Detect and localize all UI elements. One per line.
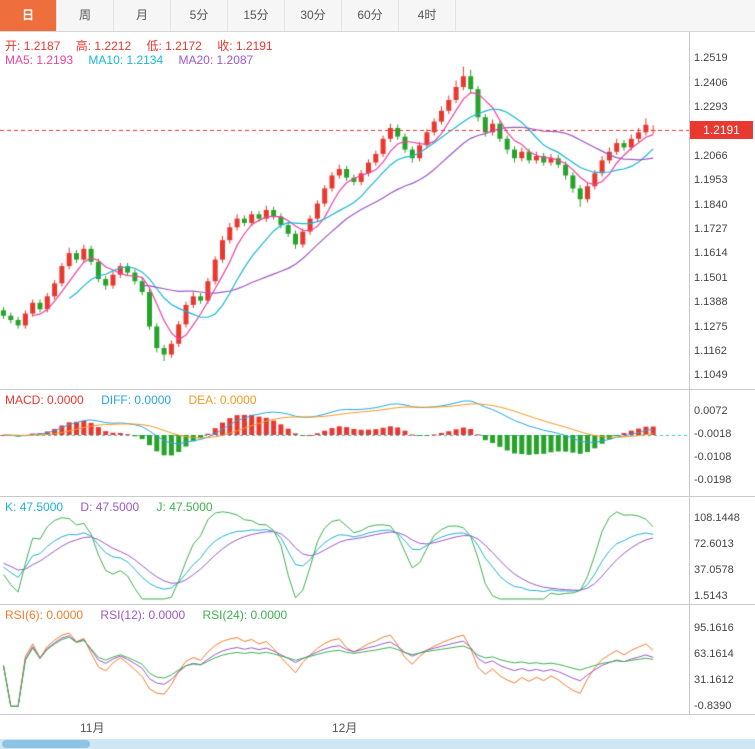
scrollbar-thumb[interactable] bbox=[2, 740, 90, 748]
current-price-tag: 1.2191 bbox=[690, 120, 753, 139]
x-axis-label: 11月 bbox=[80, 721, 105, 735]
ma20-label: MA20: bbox=[178, 53, 214, 67]
axis-tick-label: -0.0018 bbox=[694, 428, 732, 440]
dea-label: DEA: bbox=[188, 393, 217, 407]
main-chart-panel: 开: 1.2187 高: 1.2212 低: 1.2172 收: 1.2191 … bbox=[0, 32, 755, 390]
open-value: 1.2187 bbox=[23, 39, 61, 53]
dea-value: 0.0000 bbox=[219, 393, 257, 407]
axis-tick-label: 1.1840 bbox=[694, 198, 728, 211]
rsi6-value: 0.0000 bbox=[46, 608, 84, 622]
tab-hour4[interactable]: 4时 bbox=[399, 0, 456, 31]
macd-y-axis: 0.0072 -0.0018 -0.0108 -0.0198 bbox=[690, 390, 755, 496]
kdj-header: K: 47.5000 D: 47.5000 J: 47.5000 bbox=[5, 500, 227, 514]
tab-week[interactable]: 周 bbox=[57, 0, 114, 31]
diff-label: DIFF: bbox=[101, 393, 132, 407]
rsi24-value: 0.0000 bbox=[250, 608, 288, 622]
d-value: 47.5000 bbox=[95, 500, 140, 514]
macd-value: 0.0000 bbox=[47, 393, 84, 407]
close-label: 收: bbox=[217, 39, 233, 53]
axis-tick-label: 1.1727 bbox=[694, 223, 728, 236]
axis-tick-label: 1.1275 bbox=[694, 320, 728, 333]
open-label: 开: bbox=[5, 39, 21, 53]
axis-tick-label: 31.1612 bbox=[694, 674, 734, 686]
low-value: 1.2172 bbox=[165, 39, 202, 53]
k-value: 47.5000 bbox=[19, 500, 64, 514]
axis-tick-label: 1.1501 bbox=[694, 271, 728, 284]
tab-min30[interactable]: 30分 bbox=[285, 0, 342, 31]
tab-min15[interactable]: 15分 bbox=[228, 0, 285, 31]
rsi-y-axis: 95.1616 63.1614 31.1612 -0.8390 bbox=[690, 605, 755, 714]
bottom-scrollbar[interactable] bbox=[0, 739, 755, 749]
axis-tick-label: 1.2066 bbox=[694, 149, 728, 162]
timeframe-toolbar: 日周月 5分 15分 30分 60分 4时 bbox=[0, 0, 755, 32]
macd-label: MACD: bbox=[5, 393, 44, 407]
ma10-value: 1.2134 bbox=[126, 53, 164, 67]
j-label: J: bbox=[156, 500, 166, 514]
axis-tick-label: -0.8390 bbox=[694, 700, 732, 712]
low-label: 低: bbox=[146, 39, 162, 53]
diff-value: 0.0000 bbox=[134, 393, 172, 407]
candlestick-plot[interactable]: 开: 1.2187 高: 1.2212 低: 1.2172 收: 1.2191 … bbox=[0, 32, 690, 389]
axis-tick-label: 95.1616 bbox=[694, 622, 734, 634]
axis-tick-label: 1.2519 bbox=[694, 52, 728, 65]
axis-tick-label: -0.0108 bbox=[694, 451, 732, 463]
axis-tick-label: 1.1162 bbox=[694, 344, 727, 357]
macd-panel: MACD: 0.0000 DIFF: 0.0000 DEA: 0.0000 0.… bbox=[0, 390, 755, 497]
axis-tick-label: 108.1448 bbox=[694, 512, 740, 524]
high-label: 高: bbox=[75, 39, 92, 53]
axis-tick-label: 1.2406 bbox=[694, 76, 728, 89]
tab-min60[interactable]: 60分 bbox=[342, 0, 399, 31]
rsi12-value: 0.0000 bbox=[148, 608, 186, 622]
kdj-canvas bbox=[0, 497, 689, 603]
close-value: 1.2191 bbox=[235, 39, 273, 53]
axis-tick-label: 1.1049 bbox=[694, 369, 728, 382]
ma10-label: MA10: bbox=[88, 53, 124, 67]
rsi-panel: RSI(6): 0.0000 RSI(12): 0.0000 RSI(24): … bbox=[0, 605, 755, 715]
tab-day[interactable]: 日 bbox=[0, 0, 57, 31]
axis-tick-label: 72.6013 bbox=[694, 538, 734, 550]
candlestick-canvas bbox=[0, 32, 689, 388]
x-axis-label: 12月 bbox=[332, 721, 358, 735]
x-axis-row: 11月 12月 bbox=[0, 715, 755, 739]
axis-tick-label: 1.1953 bbox=[694, 174, 728, 187]
axis-tick-label: 1.1388 bbox=[694, 296, 728, 309]
macd-plot[interactable]: MACD: 0.0000 DIFF: 0.0000 DEA: 0.0000 bbox=[0, 390, 690, 496]
axis-tick-label: -0.0198 bbox=[694, 474, 732, 486]
rsi-header: RSI(6): 0.0000 RSI(12): 0.0000 RSI(24): … bbox=[5, 608, 301, 622]
kdj-y-axis: 108.1448 72.6013 37.0578 1.5143 bbox=[690, 497, 755, 604]
macd-header: MACD: 0.0000 DIFF: 0.0000 DEA: 0.0000 bbox=[5, 393, 271, 407]
rsi24-label: RSI(24): bbox=[202, 608, 248, 622]
main-y-axis: 1.2191 1.2519 1.2406 1.2293 1.2066 1.1953 1.1… bbox=[690, 32, 755, 389]
axis-tick-label: 1.1614 bbox=[694, 247, 728, 260]
tab-min5[interactable]: 5分 bbox=[171, 0, 228, 31]
ma20-value: 1.2087 bbox=[216, 53, 254, 67]
axis-tick-label: 1.5143 bbox=[694, 590, 728, 602]
ma-row: MA5: 1.2193 MA10: 1.2134 MA20: 1.2087 bbox=[5, 53, 265, 67]
rsi6-label: RSI(6): bbox=[5, 608, 44, 622]
kdj-panel: K: 47.5000 D: 47.5000 J: 47.5000 108.144… bbox=[0, 497, 755, 605]
j-value: 47.5000 bbox=[169, 500, 213, 514]
axis-tick-label: 0.0072 bbox=[694, 405, 728, 417]
rsi12-label: RSI(12): bbox=[100, 608, 146, 622]
rsi-canvas bbox=[0, 605, 689, 713]
ohlc-row: 开: 1.2187 高: 1.2212 低: 1.2172 收: 1.2191 bbox=[5, 37, 285, 54]
axis-tick-label: 63.1614 bbox=[694, 648, 734, 660]
tab-month[interactable]: 月 bbox=[114, 0, 171, 31]
d-label: D: bbox=[80, 500, 93, 514]
axis-tick-label: 1.2293 bbox=[694, 100, 728, 113]
kdj-plot[interactable]: K: 47.5000 D: 47.5000 J: 47.5000 bbox=[0, 497, 690, 604]
ma5-value: 1.2193 bbox=[36, 53, 74, 67]
k-label: K: bbox=[5, 500, 17, 514]
rsi-plot[interactable]: RSI(6): 0.0000 RSI(12): 0.0000 RSI(24): … bbox=[0, 605, 690, 714]
high-value: 1.2212 bbox=[94, 39, 132, 53]
ma5-label: MA5: bbox=[5, 53, 34, 67]
axis-tick-label: 37.0578 bbox=[694, 564, 734, 576]
macd-canvas bbox=[0, 390, 689, 495]
